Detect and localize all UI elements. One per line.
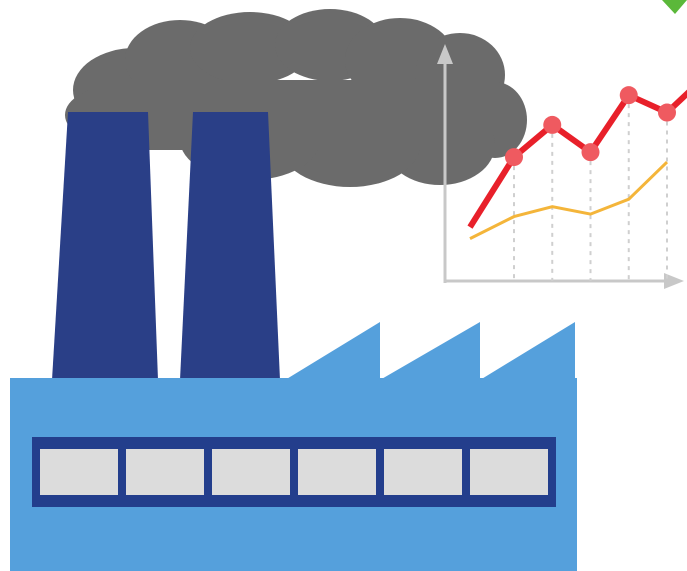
corner-mark-icon xyxy=(662,0,687,14)
factory-building xyxy=(10,322,577,571)
window-pane xyxy=(40,449,118,495)
series-point xyxy=(658,103,676,122)
chimney-right xyxy=(180,112,280,380)
chart-gridlines xyxy=(513,95,668,281)
sawtooth-roof xyxy=(285,322,575,380)
window-row xyxy=(40,449,548,495)
window-pane xyxy=(384,449,462,495)
window-band xyxy=(32,437,556,507)
chimneys xyxy=(52,112,280,380)
window-pane xyxy=(126,449,204,495)
window-pane xyxy=(298,449,376,495)
chart-axes xyxy=(437,44,684,289)
y-axis-arrow-icon xyxy=(437,44,453,64)
series-line-2 xyxy=(469,161,669,240)
window-pane xyxy=(212,449,290,495)
series-point xyxy=(619,86,638,105)
series-point xyxy=(505,148,523,167)
series-point xyxy=(581,143,600,162)
x-axis-arrow-icon xyxy=(664,273,684,289)
series-point xyxy=(543,115,562,134)
smoke-cloud xyxy=(65,9,527,187)
chimney-left xyxy=(52,112,158,380)
window-pane xyxy=(470,449,548,495)
chart-series-group xyxy=(467,86,687,240)
